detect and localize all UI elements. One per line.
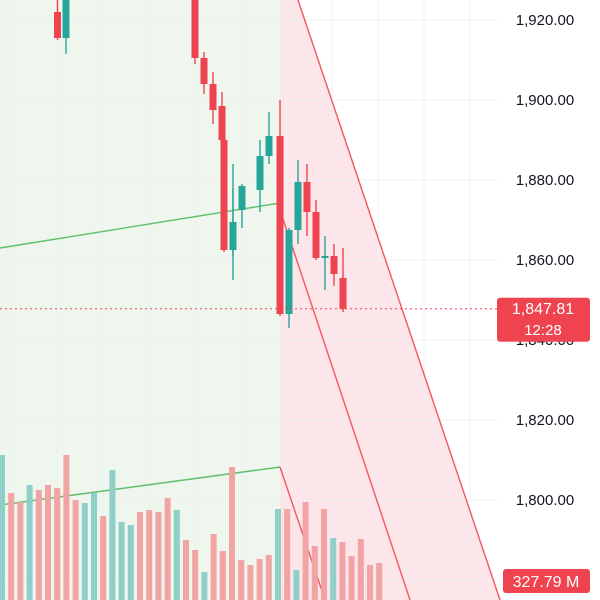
volume-bar bbox=[247, 565, 254, 600]
volume-bar bbox=[275, 509, 281, 600]
volume-bar bbox=[127, 525, 134, 600]
candle-body bbox=[321, 256, 329, 258]
volume-bar bbox=[183, 540, 189, 600]
volume-bar bbox=[238, 560, 245, 600]
volume-bar bbox=[100, 516, 107, 600]
price-tick-label: 1,800.00 bbox=[516, 492, 574, 509]
candle-body bbox=[285, 230, 293, 314]
volume-bar bbox=[229, 467, 235, 600]
volume-bar bbox=[17, 502, 24, 600]
price-tick-label: 1,860.00 bbox=[516, 252, 574, 269]
volume-bar bbox=[173, 510, 180, 600]
candle-countdown: 12:28 bbox=[524, 322, 562, 339]
volume-bar bbox=[63, 455, 70, 600]
volume-bar bbox=[26, 485, 33, 600]
price-tick-label: 1,880.00 bbox=[516, 172, 574, 189]
candle-body bbox=[54, 12, 61, 38]
price-tick-label: 1,820.00 bbox=[516, 412, 574, 429]
candle-body bbox=[312, 212, 320, 258]
candle-body bbox=[62, 0, 70, 38]
volume-bar bbox=[293, 570, 300, 600]
candle-layer bbox=[54, 0, 347, 328]
volume-bar bbox=[54, 488, 61, 600]
volume-bar bbox=[91, 493, 97, 600]
candle-body bbox=[265, 136, 273, 156]
candle-body bbox=[200, 58, 208, 84]
volume-bar bbox=[284, 509, 291, 600]
current-price-badge: 1,847.81 12:28 bbox=[497, 297, 590, 342]
volume-bar bbox=[137, 512, 143, 600]
volume-bar bbox=[348, 556, 355, 600]
candle-body bbox=[330, 256, 338, 274]
volume-bar bbox=[35, 490, 42, 600]
red-channel-fill bbox=[280, 0, 500, 600]
volume-bar bbox=[339, 542, 346, 600]
volume-layer bbox=[0, 455, 383, 600]
red-channel-upper[interactable] bbox=[297, 0, 501, 600]
volume-bar bbox=[219, 551, 226, 600]
volume-bar bbox=[146, 510, 153, 600]
volume-bar bbox=[8, 493, 15, 600]
candle-body bbox=[303, 182, 311, 212]
volume-bar bbox=[265, 555, 272, 600]
volume-badge: 327.79 M bbox=[503, 569, 590, 593]
candle-body bbox=[218, 106, 226, 140]
volume-bar bbox=[330, 538, 337, 600]
volume-bar bbox=[118, 522, 125, 600]
candle-body bbox=[339, 278, 347, 309]
candle-body bbox=[238, 186, 246, 210]
volume-bar bbox=[109, 470, 116, 600]
green-zone bbox=[0, 0, 280, 600]
volume-bar bbox=[164, 498, 171, 600]
volume-bar bbox=[45, 485, 51, 600]
volume-bar bbox=[256, 559, 263, 600]
volume-badge-label: 327.79 M bbox=[513, 574, 580, 591]
volume-bar bbox=[357, 539, 364, 600]
volume-bar bbox=[155, 512, 162, 600]
volume-bar bbox=[302, 502, 309, 600]
volume-bar bbox=[81, 503, 88, 600]
volume-bar bbox=[311, 546, 318, 600]
price-tick-label: 1,900.00 bbox=[516, 92, 574, 109]
candle-body bbox=[209, 84, 217, 110]
red-channel-middle[interactable] bbox=[279, 209, 411, 600]
volume-bar bbox=[201, 572, 208, 600]
volume-bar bbox=[192, 550, 199, 600]
candle-body bbox=[276, 136, 284, 314]
candle-body bbox=[229, 222, 237, 238]
candle-body bbox=[220, 140, 228, 250]
candle-body bbox=[294, 182, 302, 230]
volume-bar bbox=[367, 565, 373, 600]
current-price-badge-bg bbox=[497, 297, 590, 342]
volume-bar bbox=[72, 500, 79, 600]
price-tick-label: 1,920.00 bbox=[516, 12, 574, 29]
volume-bar bbox=[321, 509, 327, 600]
volume-bar bbox=[0, 455, 5, 600]
volume-bar bbox=[376, 563, 383, 600]
current-price-label: 1,847.81 bbox=[512, 301, 574, 318]
candle-body bbox=[256, 156, 264, 190]
candle-body bbox=[191, 0, 199, 58]
volume-bar bbox=[210, 534, 217, 600]
volume-badge-bg bbox=[503, 569, 590, 593]
background-layer bbox=[0, 0, 500, 600]
